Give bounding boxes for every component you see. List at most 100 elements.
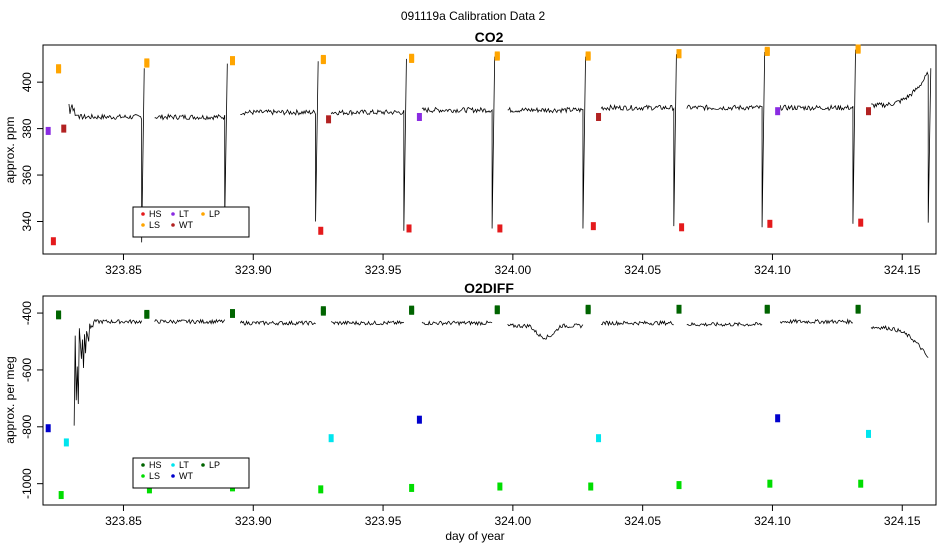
data-point-hs <box>497 224 503 233</box>
legend-label-hs: HS <box>149 209 162 219</box>
legend-swatch-ls <box>141 223 145 227</box>
data-point-ls <box>409 483 415 492</box>
co2-panel: CO2 323.85 323.90 323.95 324.00 324.05 324.10… <box>3 29 937 277</box>
data-point-lp <box>56 311 62 320</box>
o2diff-title: O2DIFF <box>464 280 514 296</box>
data-point-wt <box>45 424 51 433</box>
y-tick-label: 400 <box>20 72 34 92</box>
data-point-wt <box>775 414 781 423</box>
data-point-lp <box>676 49 682 58</box>
legend-label-lt: LT <box>179 209 189 219</box>
series-hs <box>56 304 861 319</box>
data-point-lp <box>764 46 770 55</box>
y-tick-label: -1000 <box>20 468 34 499</box>
data-point-wt <box>596 112 602 121</box>
x-tick-label: 323.85 <box>105 514 142 528</box>
x-tick-label: 324.15 <box>884 514 921 528</box>
co2-plot-area <box>42 44 937 255</box>
legend-label-ls: LS <box>149 220 160 230</box>
data-point-wt <box>61 124 67 133</box>
figure-title: 091119a Calibration Data 2 <box>401 9 546 23</box>
x-tick-label: 323.90 <box>235 263 272 277</box>
x-tick-label: 324.05 <box>624 514 661 528</box>
x-tick-label: 324.00 <box>495 263 532 277</box>
data-point-lt <box>63 438 69 447</box>
x-tick-label: 323.85 <box>105 263 142 277</box>
o2diff-series-layer <box>45 304 929 500</box>
data-point-wt <box>866 107 872 116</box>
o2diff-legend: HS LT LP LS WT <box>132 457 250 489</box>
data-point-ls <box>497 482 503 491</box>
x-tick-label: 324.00 <box>495 514 532 528</box>
legend-label-wt: WT <box>179 471 193 481</box>
series-lp <box>56 305 861 320</box>
y-tick-label: 360 <box>20 165 34 185</box>
data-point-lp <box>764 305 770 314</box>
legend-label-wt: WT <box>179 220 193 230</box>
data-point-lp <box>409 306 415 315</box>
data-point-lt <box>596 434 602 443</box>
legend-swatch-hs <box>141 212 145 216</box>
data-point-ls <box>858 479 864 488</box>
legend-label-lt: LT <box>179 460 189 470</box>
y-tick-label: -600 <box>20 358 34 382</box>
data-point-lp <box>144 58 150 67</box>
series-ls <box>56 45 861 74</box>
legend-label-ls: LS <box>149 471 160 481</box>
series-lt <box>63 429 872 447</box>
legend-swatch-lp <box>201 463 205 467</box>
x-tick-label: 323.90 <box>235 514 272 528</box>
y-tick-label: -400 <box>20 301 34 325</box>
data-point-ls <box>767 479 773 488</box>
data-point-lp <box>230 309 236 318</box>
series-lt <box>45 107 781 135</box>
o2diff-panel: O2DIFF 323.85 323.90 323.95 324.00 324.05 324… <box>3 280 937 528</box>
data-point-hs <box>767 219 773 228</box>
legend-label-lp: LP <box>209 460 220 470</box>
x-tick-label: 323.95 <box>365 263 402 277</box>
data-point-hs <box>590 222 596 231</box>
legend-swatch-lt <box>171 212 175 216</box>
data-point-lp <box>56 64 62 73</box>
legend-swatch-wt <box>171 223 175 227</box>
x-tick-label: 324.10 <box>754 263 791 277</box>
data-point-lp <box>855 305 861 314</box>
data-point-lp <box>494 306 500 315</box>
co2-axes: 323.85 323.90 323.95 324.00 324.05 324.10 324.… <box>20 72 921 277</box>
data-point-ls <box>146 485 152 494</box>
data-point-lp <box>676 305 682 314</box>
legend-label-lp: LP <box>209 209 220 219</box>
series-wt <box>45 414 781 433</box>
data-point-lt <box>328 434 334 443</box>
data-point-wt <box>326 115 332 124</box>
measurement-trace <box>68 49 932 243</box>
data-point-lp <box>855 44 861 53</box>
legend-swatch-wt <box>171 474 175 478</box>
o2diff-axes: 323.85 323.90 323.95 324.00 324.05 324.10 324.… <box>20 301 921 528</box>
x-tick-label: 324.15 <box>884 263 921 277</box>
data-point-lt <box>775 107 781 116</box>
data-point-lt <box>45 126 51 135</box>
data-point-hs <box>406 224 412 233</box>
data-point-hs <box>318 226 324 235</box>
o2diff-ylabel: approx. per meg <box>3 356 17 443</box>
x-tick-label: 324.05 <box>624 263 661 277</box>
data-point-lp <box>585 306 591 315</box>
data-point-lp <box>230 56 236 65</box>
data-point-hs <box>50 237 56 246</box>
series-lp <box>56 44 861 73</box>
data-point-lp <box>585 51 591 60</box>
data-point-lp <box>320 307 326 316</box>
o2diff-plot-area <box>42 295 937 506</box>
y-tick-label: 380 <box>20 118 34 138</box>
legend-swatch-lp <box>201 212 205 216</box>
data-point-wt <box>416 415 422 424</box>
data-point-lp <box>494 51 500 60</box>
data-point-lp <box>320 54 326 63</box>
legend-swatch-lt <box>171 463 175 467</box>
data-point-lp <box>409 53 415 62</box>
y-tick-label: 340 <box>20 211 34 231</box>
co2-ylabel: approx. ppm <box>3 117 17 184</box>
co2-title: CO2 <box>475 29 504 45</box>
